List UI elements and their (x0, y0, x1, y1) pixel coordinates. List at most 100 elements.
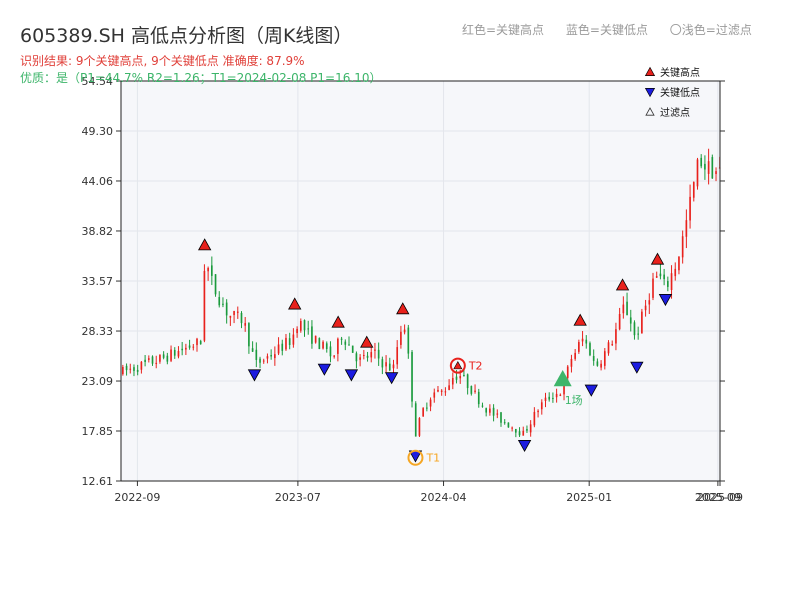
candle-body (274, 354, 276, 359)
candle-body (585, 339, 588, 344)
candle-body (455, 376, 458, 380)
candle-body (244, 323, 247, 326)
y-tick-label: 12.61 (82, 475, 114, 488)
y-tick-label: 38.82 (82, 225, 114, 238)
candle-body (529, 424, 532, 433)
candle-body (325, 343, 328, 350)
candle-body (192, 346, 195, 348)
candle-body (578, 342, 580, 352)
candle-body (270, 354, 272, 357)
candle-body (670, 273, 673, 291)
candle-body (711, 157, 714, 179)
candle-body (236, 311, 239, 313)
candle-body (155, 362, 158, 365)
candle-body (429, 399, 432, 407)
candle-body (666, 281, 669, 287)
key-low-marker (384, 372, 399, 385)
candle-body (366, 355, 369, 358)
candle-body (207, 267, 209, 272)
key-high-marker (288, 297, 302, 310)
candle-body (307, 328, 310, 330)
candle-body (437, 389, 439, 392)
y-tick-label: 17.85 (82, 425, 114, 438)
key-high-marker (331, 315, 345, 328)
x-tick-label: 2024-04 (421, 491, 467, 504)
candle-body (225, 302, 228, 316)
candle-body (615, 329, 617, 344)
x-tick-label: 2023-07 (275, 491, 321, 504)
t2-circle (449, 357, 466, 374)
top-legend-filtered: 〇浅色=过滤点 (669, 23, 752, 37)
candle-body (570, 358, 573, 367)
candle-body (481, 405, 484, 407)
candle-body (422, 408, 424, 417)
candle-body (185, 347, 187, 350)
candle-body (641, 311, 643, 334)
candle-body (700, 157, 703, 167)
candle-body (262, 360, 265, 362)
candle-body (474, 390, 476, 392)
candle-body (359, 357, 361, 360)
candle-body (704, 163, 706, 170)
candle-body (303, 320, 306, 331)
x-tick-label: 2022-09 (114, 491, 160, 504)
t1-label: T1 (425, 452, 440, 465)
legend-low-marker (644, 88, 656, 98)
candle-body (129, 368, 132, 370)
candle-body (337, 338, 339, 354)
candle-body (540, 402, 543, 410)
candle-body (637, 333, 640, 335)
candle-body (151, 356, 154, 364)
candle-body (122, 366, 124, 375)
candle-body (140, 361, 143, 370)
candle-body (181, 348, 184, 351)
candle-body (659, 273, 662, 277)
candle-body (377, 349, 380, 359)
candle-body (285, 337, 287, 350)
candle-body (426, 407, 428, 409)
candle-body (600, 363, 602, 368)
candle-body (203, 270, 206, 341)
candle-body (403, 329, 406, 333)
candle-body (507, 422, 510, 428)
top-legend-note: 红色=关键高点 蓝色=关键低点 〇浅色=过滤点 (462, 21, 770, 38)
candle-body (259, 358, 261, 363)
candle-body (288, 338, 291, 346)
legend-high-marker (644, 66, 656, 76)
y-tick-label: 49.30 (82, 125, 114, 138)
breakout-marker (553, 370, 572, 387)
candle-body (355, 353, 358, 362)
candle-body (644, 305, 647, 311)
candle-body (466, 374, 469, 389)
candle-body (533, 411, 536, 426)
candle-body (147, 358, 150, 360)
candle-body (715, 171, 717, 175)
candle-body (329, 346, 332, 357)
key-low-marker (584, 384, 598, 397)
candle-body (177, 350, 180, 357)
candle-body (633, 322, 636, 336)
candle-body (362, 354, 365, 356)
candle-body (125, 365, 128, 371)
candle-body (581, 338, 584, 342)
candle-body (392, 364, 395, 369)
candle-body (159, 354, 161, 362)
candle-body (674, 268, 677, 277)
candle-body (374, 349, 376, 351)
candle-body (592, 356, 595, 361)
candle-body (707, 161, 710, 174)
top-legend-high: 红色=关键高点 (462, 23, 545, 37)
candle-body (511, 427, 513, 429)
key-low-marker (317, 363, 332, 376)
key-low-marker (630, 361, 644, 374)
chart-title: 605389.SH 高低点分析图（周K线图） (20, 25, 353, 47)
candle-body (470, 386, 473, 394)
candle-body (477, 391, 480, 405)
candle-body (559, 394, 562, 396)
candle-body (596, 361, 599, 366)
candle-body (170, 349, 172, 361)
candle-body (188, 345, 191, 348)
candle-body (655, 276, 658, 278)
key-high-marker (360, 335, 374, 348)
